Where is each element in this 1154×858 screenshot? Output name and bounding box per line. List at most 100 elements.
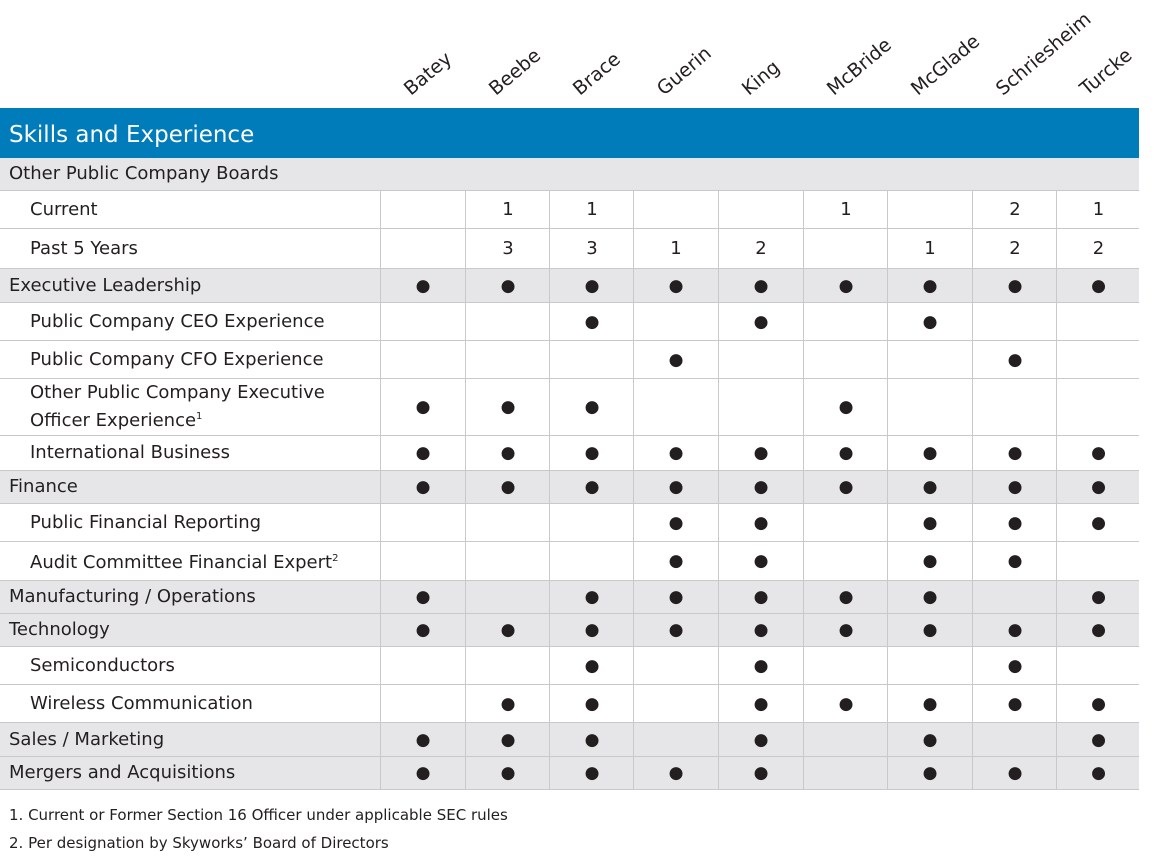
row-label: Past 5 Years [30,229,138,268]
bullet-icon-cell: ● [718,757,803,789]
row-label: Audit Committee Financial Expert2 [30,542,338,580]
table-cell: 3 [465,229,550,268]
bullet-icon-cell: ● [887,542,972,580]
table-cell [380,303,465,340]
row-label: Public Company CFO Experience [30,341,324,378]
bullet-icon-cell: ● [549,269,634,302]
table-cell [633,723,718,756]
bullet-icon-cell: ● [887,471,972,503]
bullet-icon-cell: ● [549,436,634,470]
bullet-icon-cell: ● [718,542,803,580]
bullet-icon-cell: ● [972,436,1057,470]
table-row: Wireless Communication ● ● ● ● ● ● ● [0,685,1139,723]
table-cell: 3 [549,229,634,268]
table-cell [803,229,888,268]
table-row: Other Public Company Boards [0,158,1139,191]
bullet-icon-cell: ● [887,581,972,613]
table-row: Other Public Company Executive Officer E… [0,379,1139,436]
table-cell [718,191,803,228]
bullet-icon-cell: ● [718,685,803,722]
row-label: International Business [30,436,230,470]
table-row: Past 5 Years 3 3 1 2 1 2 2 [0,229,1139,269]
bullet-icon-cell: ● [887,614,972,646]
director-name: Brace [568,48,625,100]
table-cell [972,723,1057,756]
footnote-1: 1. Current or Former Section 16 Officer … [9,806,508,824]
bullet-icon-cell: ● [718,436,803,470]
footnote-ref: 1 [196,411,203,422]
table-cell: 1 [633,229,718,268]
table-cell [633,303,718,340]
bullet-icon-cell: ● [549,471,634,503]
bullet-icon-cell: ● [380,379,465,435]
bullet-icon-cell: ● [380,757,465,789]
bullet-icon-cell: ● [465,723,550,756]
table-cell [465,303,550,340]
table-row: Audit Committee Financial Expert2 ● ● ● ● [0,542,1139,581]
row-label-text: Executive Leadership [9,274,202,296]
bullet-icon-cell: ● [380,723,465,756]
bullet-icon-cell: ● [633,542,718,580]
bullet-icon-cell: ● [1056,685,1140,722]
table-row: Semiconductors ● ● ● [0,647,1139,685]
director-names-header: Batey Beebe Brace Guerin King McBride McGlade S… [0,0,1154,108]
table-cell [972,581,1057,613]
table-cell [549,341,634,378]
row-label-text: Public Financial Reporting [30,511,262,533]
bullet-icon-cell: ● [718,581,803,613]
row-label: Executive Leadership [9,269,201,302]
section-title: Skills and Experience [0,108,1139,158]
bullet-icon-cell: ● [972,614,1057,646]
row-label-text: Finance [9,476,78,497]
table-cell [718,379,803,435]
bullet-icon-cell: ● [718,303,803,340]
row-label: Current [30,191,98,228]
bullet-icon-cell: ● [633,471,718,503]
bullet-icon-cell: ● [549,685,634,722]
row-label-text: Mergers and Acquisitions [9,762,236,783]
bullet-icon-cell: ● [465,379,550,435]
bullet-icon-cell: ● [803,269,888,302]
director-name: Turcke [1075,44,1137,100]
table-cell: 1 [549,191,634,228]
bullet-icon-cell: ● [1056,504,1140,541]
bullet-icon-cell: ● [380,581,465,613]
bullet-icon-cell: ● [633,341,718,378]
bullet-icon-cell: ● [803,614,888,646]
bullet-icon-cell: ● [972,542,1057,580]
bullet-icon-cell: ● [633,581,718,613]
bullet-icon-cell: ● [972,504,1057,541]
table-row: Sales / Marketing ● ● ● ● ● ● [0,723,1139,757]
row-label: Other Public Company Boards [9,158,278,190]
bullet-icon-cell: ● [549,723,634,756]
row-label: Finance [9,471,78,503]
row-label: Technology [9,614,110,646]
table-cell: 2 [972,229,1057,268]
table-cell [380,504,465,541]
row-label: Other Public Company Executive Officer E… [30,379,370,435]
bullet-icon-cell: ● [1056,436,1140,470]
table-cell [1056,542,1140,580]
row-label: Manufacturing / Operations [9,581,256,613]
bullet-icon-cell: ● [465,269,550,302]
row-label-text: Technology [9,619,110,640]
bullet-icon-cell: ● [1056,614,1140,646]
table-cell [380,229,465,268]
table-cell [633,685,718,722]
table-cell [465,647,550,684]
bullet-icon-cell: ● [972,471,1057,503]
bullet-icon-cell: ● [465,471,550,503]
row-label-text: Wireless Communication [30,692,253,714]
table-row: Finance ● ● ● ● ● ● ● ● ● [0,471,1139,504]
bullet-icon-cell: ● [465,757,550,789]
bullet-icon-cell: ● [633,269,718,302]
bullet-icon-cell: ● [718,471,803,503]
bullet-icon-cell: ● [549,379,634,435]
table-cell [972,379,1057,435]
table-cell [887,647,972,684]
bullet-icon-cell: ● [549,581,634,613]
table-cell: 2 [972,191,1057,228]
bullet-icon-cell: ● [633,614,718,646]
bullet-icon-cell: ● [633,504,718,541]
table-row: Manufacturing / Operations ● ● ● ● ● ● ● [0,581,1139,614]
